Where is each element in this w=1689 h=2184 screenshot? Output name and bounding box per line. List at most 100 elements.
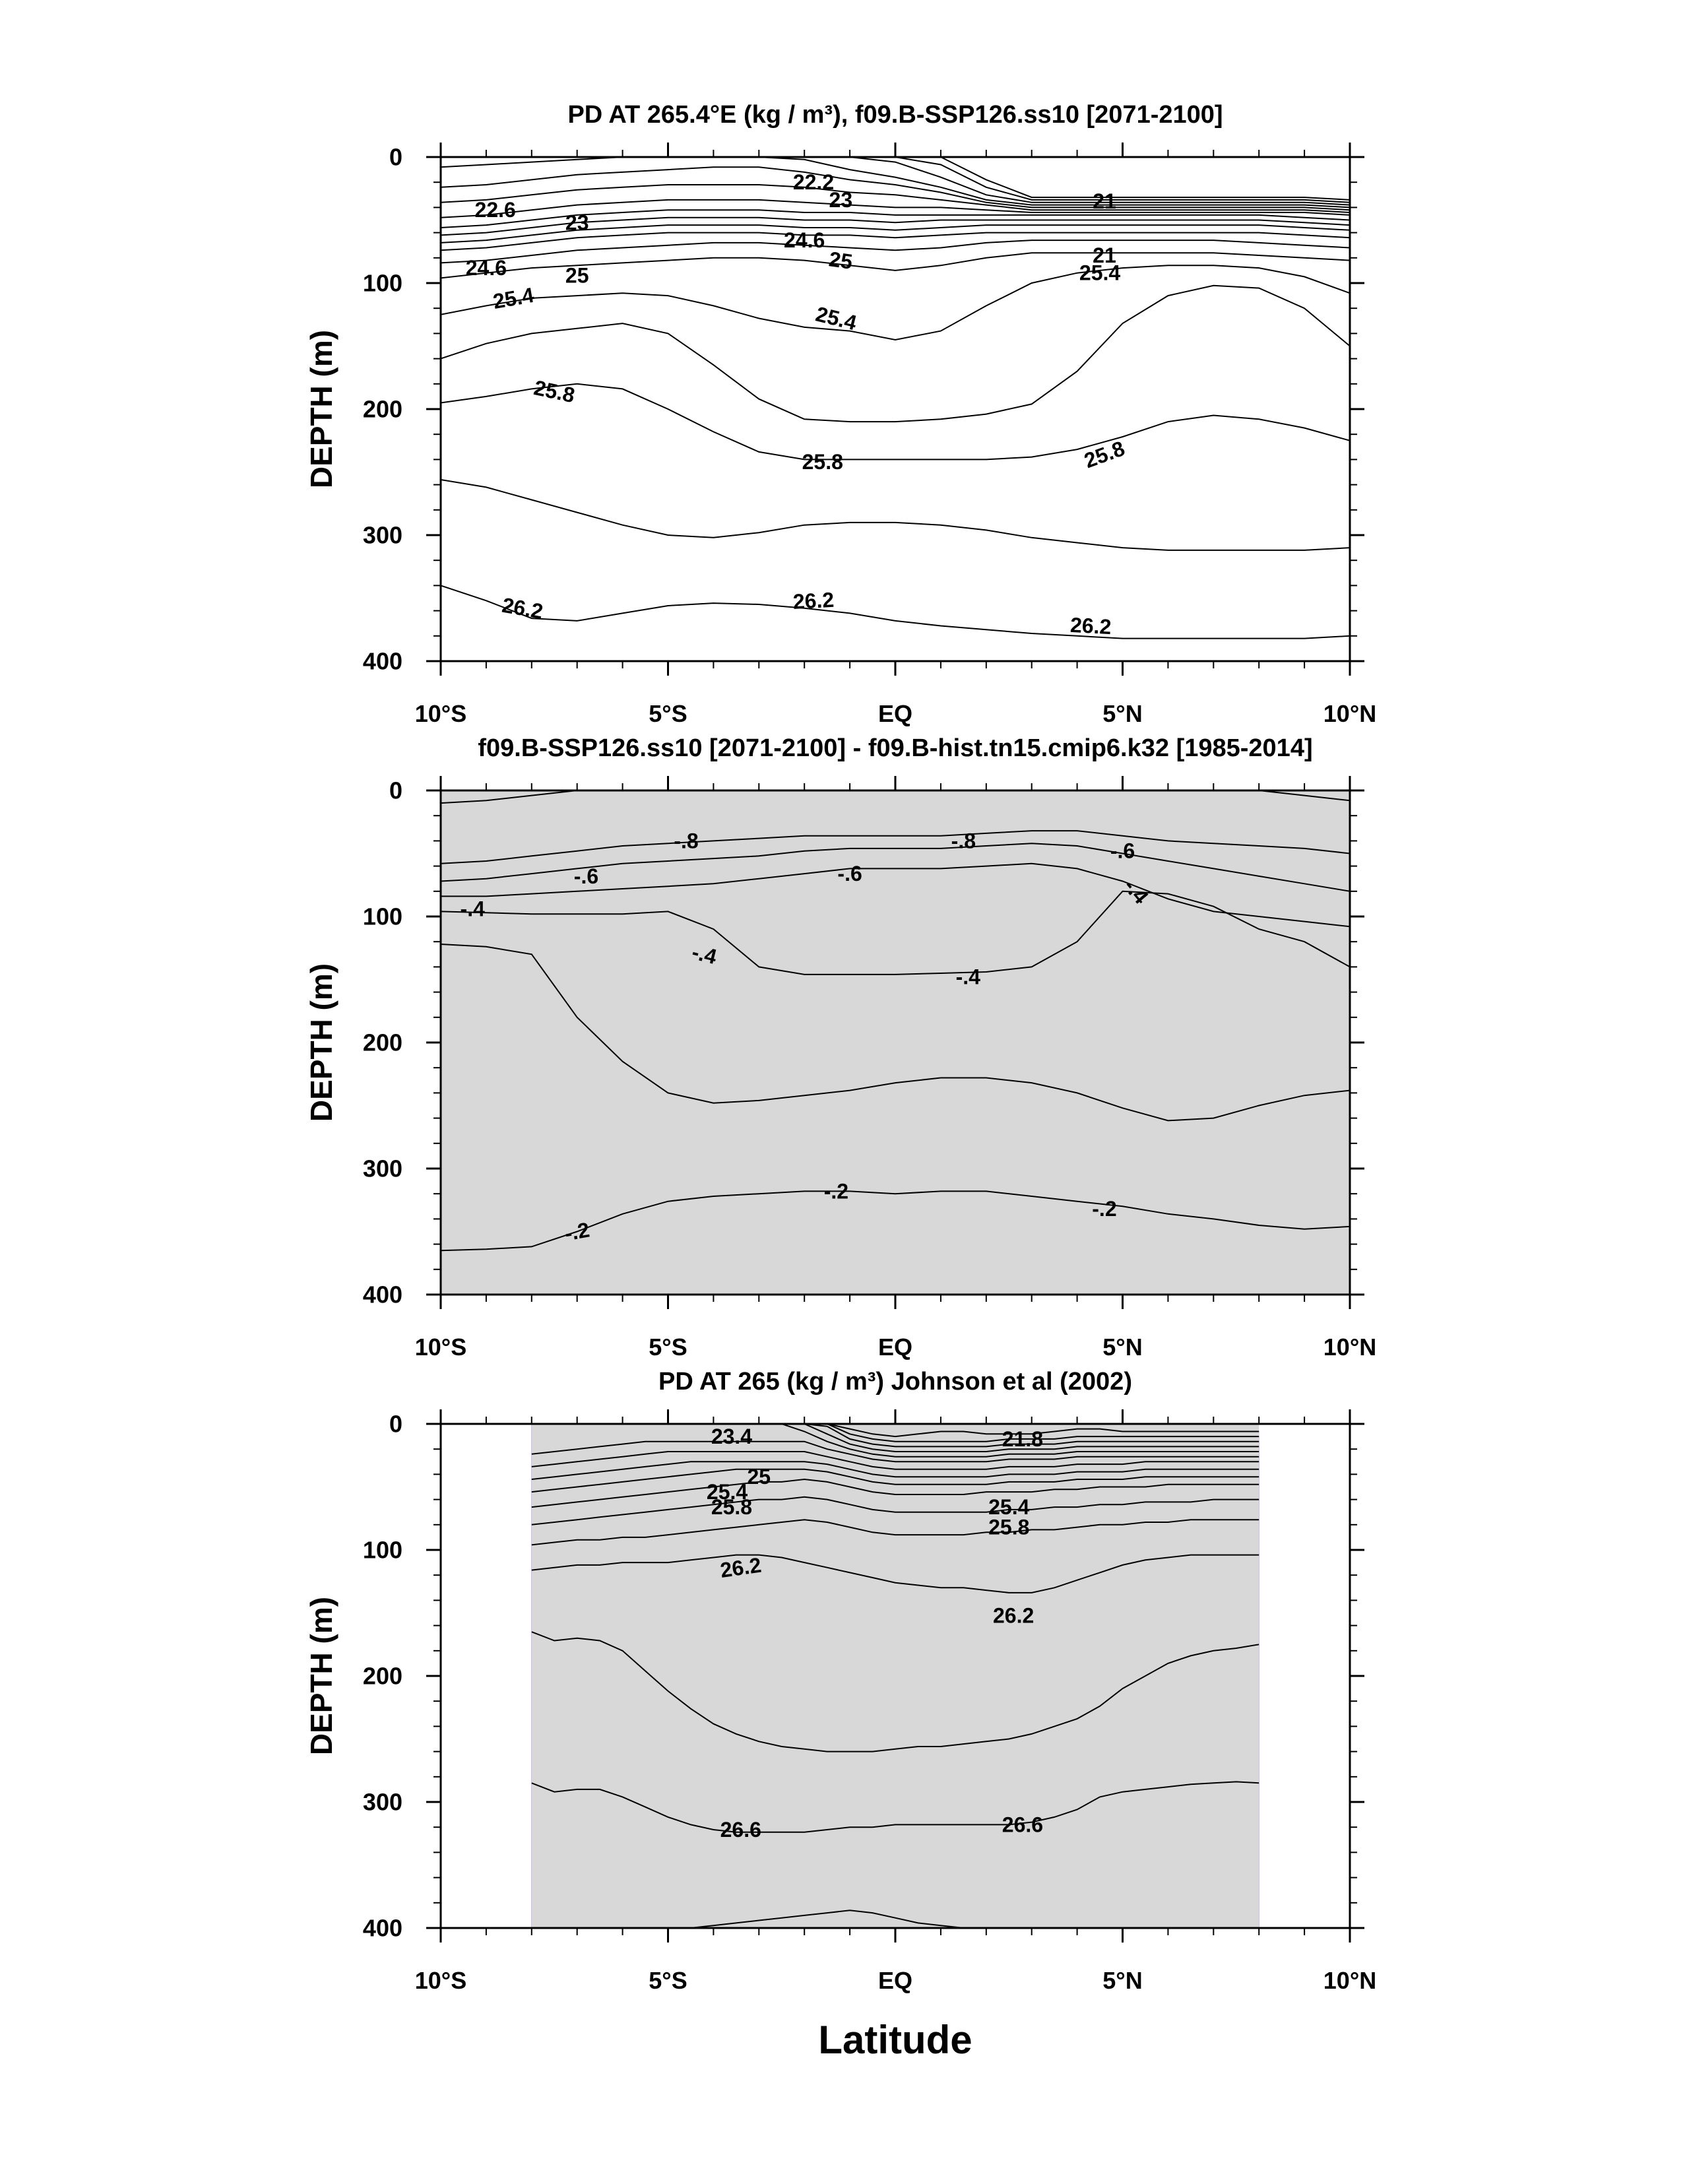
contour-line	[531, 1468, 1259, 1493]
y-tick-label: 200	[363, 1029, 402, 1056]
x-tick-label: 5°N	[1102, 700, 1142, 727]
contour-line	[531, 1781, 1259, 1833]
contour-line	[441, 157, 1350, 203]
y-tick-label: 400	[363, 648, 402, 675]
contour-label: -.4	[461, 897, 486, 921]
contour-line	[441, 1190, 1350, 1252]
y-tick-label: 400	[363, 1281, 402, 1308]
contour-band-m0_8	[441, 790, 1350, 1295]
contour-line	[441, 157, 1350, 206]
y-axis-label: DEPTH (m)	[304, 963, 338, 1122]
x-tick-label: EQ	[878, 700, 912, 727]
contour-label: -.6	[1110, 839, 1135, 863]
x-tick-label: 5°S	[649, 700, 687, 727]
plot-area: -.2-.2-.2-.4-.4-.4-.4-.6 -.6-.6-.8 -.8	[441, 790, 1350, 1295]
contour-label: 26.2	[792, 588, 835, 614]
contour-line	[531, 1910, 1259, 1928]
contour-line	[441, 265, 1350, 341]
contour-line	[531, 1478, 1259, 1508]
contour-line	[441, 890, 1350, 975]
y-tick-label: 300	[363, 1789, 402, 1816]
panel-title: PD AT 265 (kg / m³) Johnson et al (2002)	[658, 1368, 1132, 1396]
contour-label: -.8	[674, 829, 698, 852]
contour-line	[531, 1440, 1259, 1463]
contour-line	[441, 862, 1350, 928]
contour-label: -.2	[563, 1218, 591, 1246]
contour-label: -.2	[1092, 1197, 1116, 1221]
contour-line	[441, 157, 1350, 201]
contour-label: 24.6	[784, 228, 825, 252]
x-axis-label: Latitude	[818, 2018, 972, 2062]
contour-line	[441, 843, 1350, 892]
y-tick-label: 100	[363, 270, 402, 297]
contour-label: 26.6	[1002, 1813, 1043, 1836]
plot-area: 26.2 26.226.225.825.8 25.825.425.425.42525…	[441, 157, 1350, 661]
x-tick-label: EQ	[878, 1967, 912, 1994]
contour-label: -.8	[951, 829, 976, 852]
contour-line	[441, 224, 1350, 243]
x-tick-label: 10°S	[415, 1967, 466, 1994]
contour-label: -.4	[956, 965, 981, 989]
contour-line	[441, 166, 1350, 211]
contour-line	[531, 1424, 1259, 1442]
y-tick-label: 0	[389, 144, 402, 171]
contour-label: 26.2	[993, 1603, 1034, 1627]
y-tick-label: 0	[389, 777, 402, 804]
contour-label: 25.8	[802, 450, 843, 474]
contour-label: 26.2	[718, 1553, 763, 1582]
contour-label: 25.4	[1079, 261, 1120, 285]
contour-label: 21	[1093, 243, 1116, 267]
x-tick-label: EQ	[878, 1333, 912, 1361]
contour-line	[531, 1424, 1259, 1458]
contour-line	[441, 284, 1350, 423]
contour-label: -.6	[837, 862, 862, 885]
contour-panel-1: 26.2 26.226.225.825.8 25.825.425.425.42525…	[304, 101, 1376, 727]
contour-label: 25.4	[988, 1495, 1029, 1519]
y-tick-label: 400	[363, 1915, 402, 1942]
contour-line	[531, 1554, 1259, 1593]
x-tick-label: 5°S	[649, 1967, 687, 1994]
contour-line	[531, 1424, 1259, 1452]
contour-line	[441, 232, 1350, 251]
contour-label: -.6	[574, 864, 598, 888]
contour-label: 22.6	[475, 198, 516, 222]
contour-line	[441, 830, 1350, 864]
contour-line	[441, 199, 1350, 218]
contour-line	[441, 383, 1350, 461]
contour-label: 21.8	[1002, 1427, 1043, 1451]
contour-line	[441, 184, 1350, 213]
contour-label: 22.2	[793, 170, 834, 194]
x-tick-label: 5°N	[1102, 1333, 1142, 1361]
x-tick-label: 10°S	[415, 1333, 466, 1361]
contour-label: -.4	[689, 940, 719, 969]
y-tick-label: 300	[363, 1155, 402, 1182]
contour-line	[531, 1519, 1259, 1546]
contour-label: 21	[1093, 189, 1116, 213]
y-tick-label: 200	[363, 1663, 402, 1690]
contour-line	[441, 216, 1350, 236]
panel-title: PD AT 265.4°E (kg / m³), f09.B-SSP126.ss…	[567, 101, 1223, 129]
contour-label: 25	[565, 264, 589, 288]
y-axis-label: DEPTH (m)	[304, 1597, 338, 1755]
contour-label: 25.8	[988, 1516, 1029, 1539]
contour-label: 23.4	[711, 1425, 752, 1448]
contour-label: 25.8	[711, 1495, 752, 1519]
y-tick-label: 100	[363, 903, 402, 930]
contour-panel-2: -.2-.2-.2-.4-.4-.4-.4-.6 -.6-.6-.8 -.810°S…	[304, 734, 1376, 1361]
contour-line	[531, 1631, 1259, 1752]
x-tick-label: 10°N	[1323, 1967, 1376, 1994]
y-tick-label: 300	[363, 522, 402, 549]
contour-line	[441, 240, 1350, 264]
contour-label: 26.6	[720, 1818, 761, 1842]
contour-label: 23	[829, 188, 853, 212]
contour-line	[441, 479, 1350, 551]
contour-label: 25.4	[707, 1480, 748, 1504]
contour-line	[441, 944, 1350, 1122]
x-tick-label: 10°N	[1323, 1333, 1376, 1361]
x-tick-label: 10°N	[1323, 700, 1376, 727]
x-tick-label: 5°S	[649, 1333, 687, 1361]
contour-line	[441, 585, 1350, 639]
contour-line	[531, 1451, 1259, 1470]
